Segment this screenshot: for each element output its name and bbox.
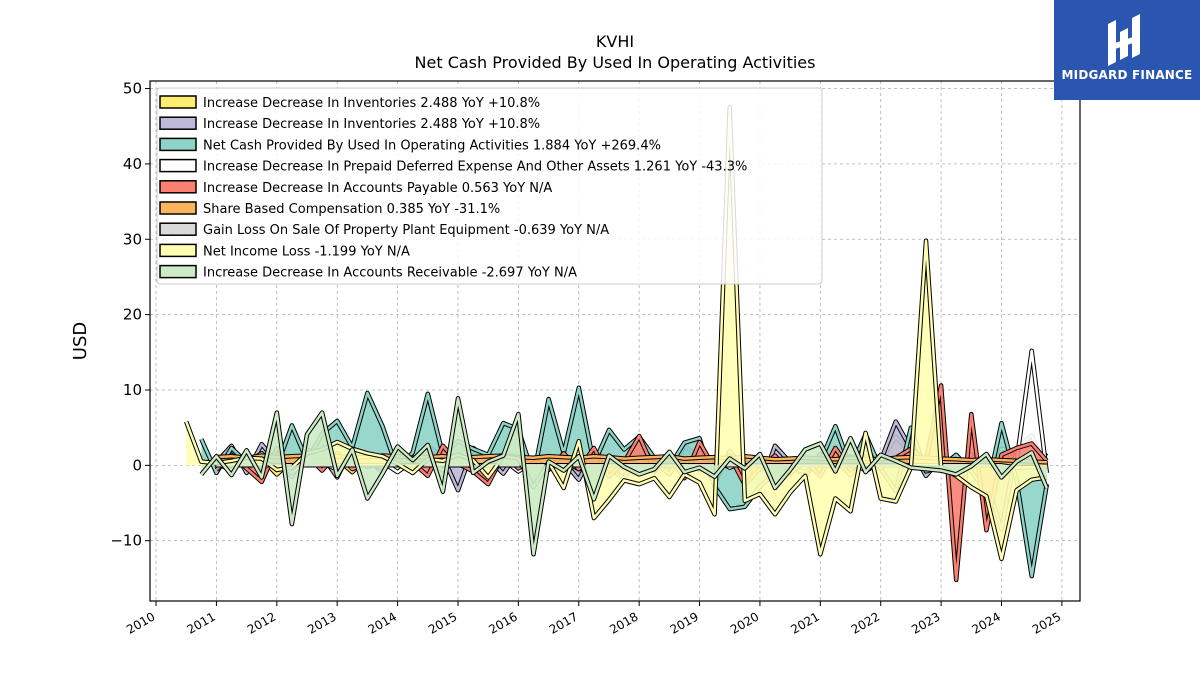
x-tick-label: 2023 — [909, 609, 942, 636]
x-tick-label: 2018 — [607, 609, 640, 636]
x-tick-label: 2011 — [184, 609, 217, 636]
x-tick-label: 2010 — [124, 609, 157, 636]
legend-swatch-4 — [159, 180, 197, 194]
series-4 — [214, 383, 1049, 583]
legend-box — [156, 87, 823, 285]
legend-swatch-1 — [159, 116, 197, 130]
x-tick-label: 2019 — [668, 609, 701, 636]
midgard-logo-icon — [1108, 14, 1140, 66]
legend-label-0: Increase Decrease In Inventories 2.488 Y… — [203, 96, 540, 111]
y-tick-label: −10 — [110, 532, 142, 550]
y-axis-label: USD — [70, 322, 91, 360]
brand-name: MIDGARD FINANCE — [1061, 68, 1193, 82]
legend-swatch-8 — [159, 264, 197, 279]
series-line-4 — [215, 384, 1048, 582]
x-tick-label: 2013 — [305, 609, 338, 636]
legend-label-2: Net Cash Provided By Used In Operating A… — [203, 138, 661, 153]
series-2 — [199, 385, 1050, 579]
y-tick-label: 50 — [123, 80, 142, 98]
x-tick-label: 2020 — [728, 609, 761, 636]
x-tick-label: 2025 — [1030, 609, 1063, 636]
legend-label-4: Increase Decrease In Accounts Payable 0.… — [203, 181, 552, 196]
legend-label-1: Increase Decrease In Inventories 2.488 Y… — [203, 117, 540, 132]
y-tick-label: 20 — [123, 306, 142, 324]
x-tick-label: 2022 — [849, 609, 882, 636]
legend-swatch-7 — [159, 243, 197, 258]
x-tick-label: 2017 — [547, 609, 580, 636]
series-area-7 — [186, 107, 1047, 559]
x-tick-label: 2015 — [426, 609, 459, 636]
y-tick-label: 0 — [132, 456, 142, 474]
legend-swatch-0 — [159, 95, 197, 109]
series-area-8 — [201, 398, 1047, 555]
legend-label-8: Increase Decrease In Accounts Receivable… — [203, 266, 577, 281]
series-8 — [199, 396, 1049, 557]
x-tick-label: 2016 — [486, 609, 519, 636]
legend-swatch-6 — [159, 222, 197, 236]
x-tick-label: 2021 — [788, 609, 821, 636]
x-tick-label: 2012 — [245, 609, 278, 636]
y-tick-label: 40 — [123, 155, 142, 173]
series-area-2 — [201, 387, 1047, 577]
y-tick-label: 30 — [123, 230, 142, 248]
legend-label-5: Share Based Compensation 0.385 YoY -31.1… — [203, 202, 500, 217]
plot-frame — [149, 80, 1081, 602]
series-line-2 — [200, 386, 1049, 578]
x-tick-label: 2024 — [970, 609, 1003, 636]
legend-swatch-5 — [159, 201, 197, 215]
chart-title: KVHI — [596, 32, 634, 51]
brand-logo: MIDGARD FINANCE — [1054, 0, 1200, 100]
chart-subtitle: Net Cash Provided By Used In Operating A… — [415, 53, 816, 72]
series-line-8 — [200, 397, 1048, 556]
y-tick-label: 10 — [123, 381, 142, 399]
legend-swatch-2 — [159, 137, 197, 152]
series-layer — [184, 105, 1050, 583]
legend-swatch-3 — [159, 158, 197, 173]
x-tick-label: 2014 — [366, 609, 399, 636]
legend-label-3: Increase Decrease In Prepaid Deferred Ex… — [203, 160, 747, 175]
legend-label-7: Net Income Loss -1.199 YoY N/A — [203, 244, 410, 259]
legend-label-6: Gain Loss On Sale Of Property Plant Equi… — [203, 223, 609, 238]
legend: Increase Decrease In Inventories 2.488 Y… — [156, 87, 823, 285]
